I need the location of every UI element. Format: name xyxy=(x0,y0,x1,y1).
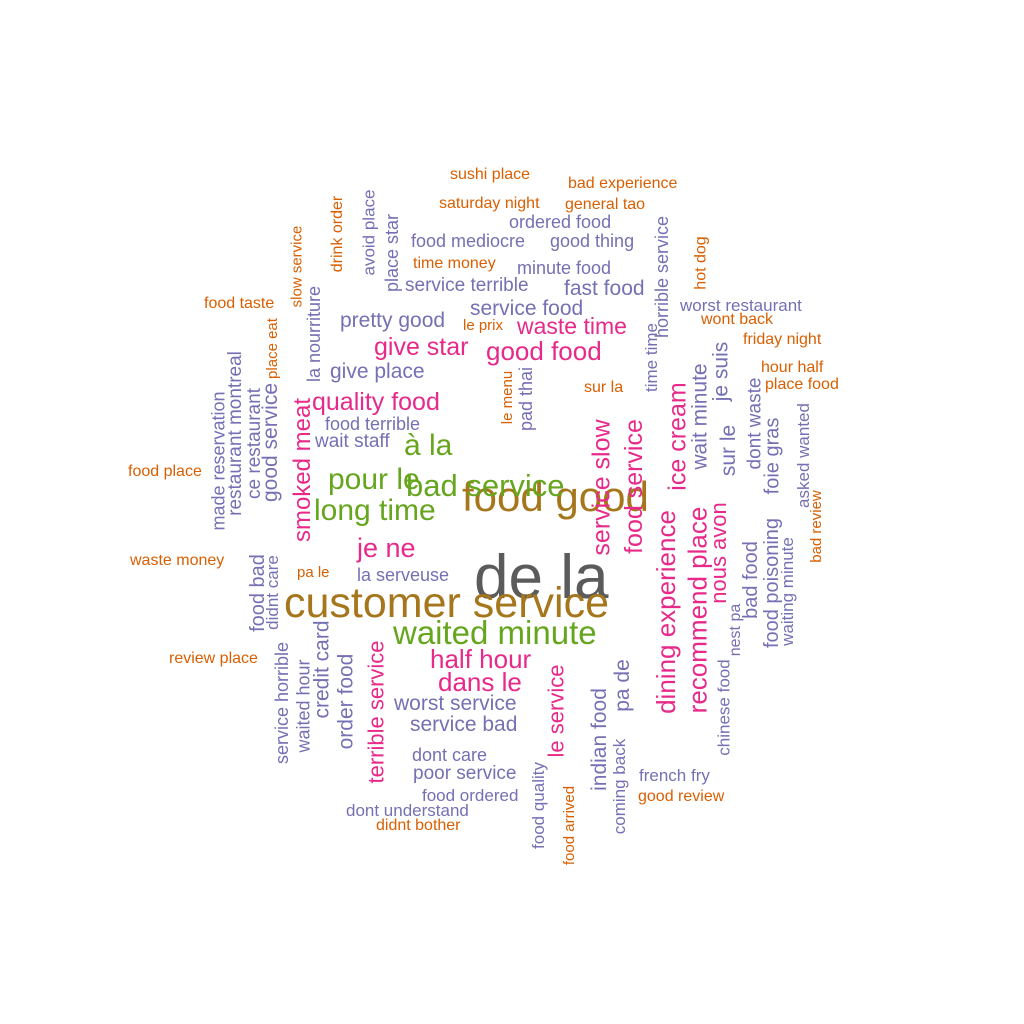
word-terrible-service: terrible service xyxy=(363,640,389,784)
word-service-terrible: service terrible xyxy=(405,275,529,296)
word-wait-minute: wait minute xyxy=(688,363,712,470)
word-dans-le: dans le xyxy=(438,667,522,697)
word-horrible-service: horrible service xyxy=(652,215,673,339)
word-good-thing: good thing xyxy=(550,231,635,251)
word-avoid-place: avoid place xyxy=(359,189,379,276)
word-dining-experience: dining experience xyxy=(650,510,681,714)
word-sur-le: sur le xyxy=(717,424,741,477)
word-le-prix: le prix xyxy=(463,317,504,334)
word-long-time: long time xyxy=(314,494,436,527)
word-half-hour: half hour xyxy=(430,644,532,674)
word-waste-money: waste money xyxy=(130,552,225,569)
word-chinese-food: chinese food xyxy=(714,659,734,756)
word-wont-back: wont back xyxy=(701,311,774,328)
word-food-quality: food quality xyxy=(528,762,548,849)
word-bad-review: bad review xyxy=(807,490,825,563)
word-poor-service: poor service xyxy=(413,763,517,784)
word-ice-cream: ice cream xyxy=(663,382,692,491)
word-order-food: order food xyxy=(334,653,358,750)
word-pad-thai: pad thai xyxy=(516,366,537,432)
word-le-service: le service xyxy=(543,664,569,758)
word-food-terrible: food terrible xyxy=(325,414,421,434)
word-minute-food: minute food xyxy=(517,258,612,278)
word-food-taste: food taste xyxy=(204,295,275,312)
word-ordered-food: ordered food xyxy=(509,212,612,232)
word-give-star: give star xyxy=(374,333,469,361)
word-service-horrible: service horrible xyxy=(272,641,293,765)
word-waiting-minute: waiting minute xyxy=(777,537,797,646)
word-fast-food: fast food xyxy=(564,277,645,300)
word-waste-time: waste time xyxy=(517,313,627,339)
word-restaurant-montreal: restaurant montreal xyxy=(224,351,246,516)
word-worst-restaurant: worst restaurant xyxy=(680,296,802,315)
word-time-money: time money xyxy=(413,255,496,272)
word-place-food: place food xyxy=(765,376,839,393)
word-place-star: place star xyxy=(382,213,403,293)
word-pour-le: pour le xyxy=(328,463,420,496)
word-je-suis: je suis xyxy=(709,341,733,402)
word-nest-pa: nest pa xyxy=(727,603,745,657)
word-a-la: à la xyxy=(404,429,453,462)
word-de-la: de la xyxy=(474,543,609,612)
word-wait-staff: wait staff xyxy=(315,431,390,452)
word-dont-understand: dont understand xyxy=(346,801,469,820)
word-customer-service: customer service xyxy=(284,579,609,627)
word-food-arrived: food arrived xyxy=(561,785,579,866)
word-credit-card: credit card xyxy=(310,620,334,719)
word-hot-dog: hot dog xyxy=(692,236,710,290)
word-pretty-good: pretty good xyxy=(340,309,446,332)
word-service-bad: service bad xyxy=(410,713,518,736)
word-friday-night: friday night xyxy=(743,331,822,348)
word-pa-le: pa le xyxy=(297,564,330,581)
word-bad-experience: bad experience xyxy=(568,175,678,192)
word-worst-service: worst service xyxy=(394,692,517,715)
word-service-slow: service slow xyxy=(587,419,616,556)
word-bad-service: bad service xyxy=(406,468,565,503)
word-food-mediocre: food mediocre xyxy=(411,231,526,251)
word-waited-minute: waited minute xyxy=(393,614,597,651)
word-le-menu: le menu xyxy=(499,370,517,425)
word-food-ordered: food ordered xyxy=(422,786,519,805)
word-foie-gras: foie gras xyxy=(761,417,784,495)
word-review-place: review place xyxy=(169,650,258,667)
word-dont-care: dont care xyxy=(412,745,488,765)
word-place-eat: place eat xyxy=(263,318,281,379)
word-general-tao: general tao xyxy=(565,196,646,213)
word-didnt-bother: didnt bother xyxy=(376,817,461,834)
word-ce-restaurant: ce restaurant xyxy=(243,388,265,499)
word-smoked-meat: smoked meat xyxy=(289,397,317,543)
word-service-food: service food xyxy=(470,297,584,320)
word-food-place: food place xyxy=(128,463,202,480)
word-la-nourriture: la nourriture xyxy=(304,285,325,383)
word-la-serveuse: la serveuse xyxy=(357,565,450,585)
word-good-review: good review xyxy=(638,788,725,805)
word-french-fry: french fry xyxy=(639,766,710,785)
word-hour-half: hour half xyxy=(761,359,824,376)
word-didnt-care: didnt care xyxy=(262,555,282,630)
word-give-place: give place xyxy=(330,360,425,383)
word-sushi-place: sushi place xyxy=(450,166,531,183)
word-slow-service: slow service xyxy=(288,225,306,308)
word-saturday-night: saturday night xyxy=(439,195,540,212)
word-je-ne: je ne xyxy=(357,533,416,563)
word-drink-order: drink order xyxy=(329,195,347,273)
word-food-service: food service xyxy=(619,419,648,554)
word-quality-food: quality food xyxy=(312,388,440,416)
word-indian-food: indian food xyxy=(587,688,611,791)
word-good-food: good food xyxy=(486,336,602,366)
word-made-reservation: made reservation xyxy=(208,391,229,531)
word-sur-la: sur la xyxy=(584,379,624,396)
word-nous-avon: nous avon xyxy=(705,502,731,604)
word-food-good: food good xyxy=(462,473,649,520)
word-pa-de: pa de xyxy=(610,659,634,712)
word-coming-back: coming back xyxy=(610,738,630,835)
